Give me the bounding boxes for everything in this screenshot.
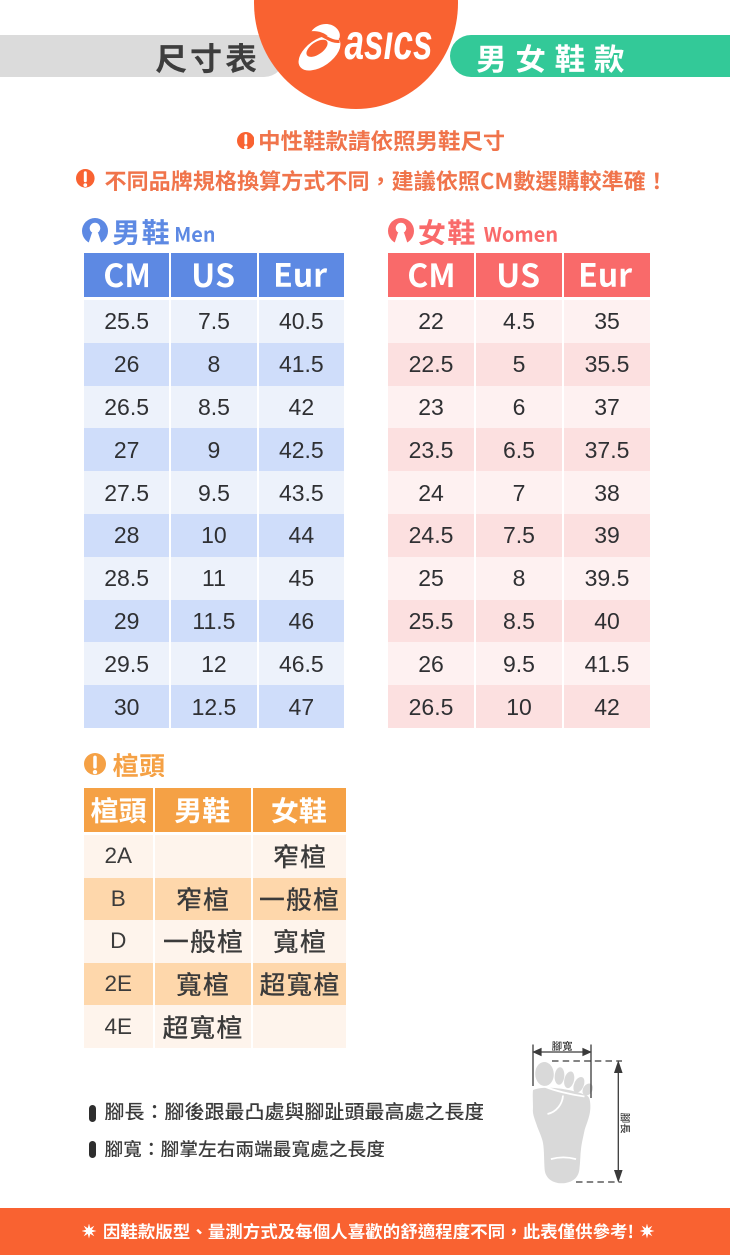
svg-text:asıcs: asıcs (345, 14, 433, 70)
